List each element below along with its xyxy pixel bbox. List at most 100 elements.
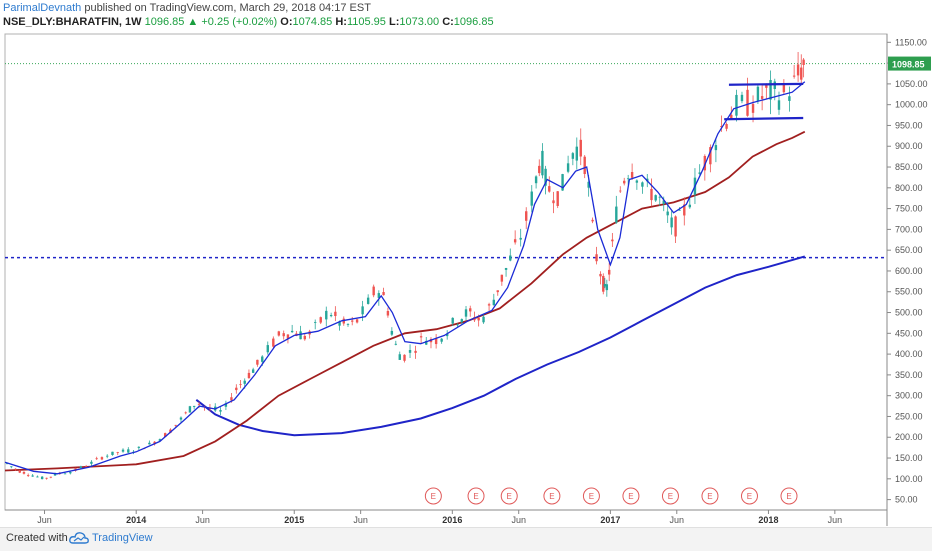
price-tick-label: 150.00 bbox=[895, 453, 923, 463]
price-change: +0.25 (+0.02%) bbox=[201, 16, 278, 28]
symbol-name[interactable]: NSE_DLY:BHARATFIN, 1W bbox=[3, 16, 142, 28]
candle-body bbox=[619, 190, 622, 192]
candle-body bbox=[611, 239, 614, 242]
candle-body bbox=[556, 191, 559, 206]
candle-body bbox=[595, 254, 598, 262]
price-tick-label: 900.00 bbox=[895, 141, 923, 151]
candle-body bbox=[796, 64, 800, 76]
candle-body bbox=[425, 340, 428, 345]
price-tick-label: 1150.00 bbox=[895, 37, 927, 47]
candle-body bbox=[45, 477, 48, 479]
candle-body bbox=[566, 163, 570, 172]
ma-long-line bbox=[195, 255, 806, 437]
candle-body bbox=[121, 449, 125, 452]
earnings-marker[interactable] bbox=[467, 487, 485, 505]
earnings-marker[interactable] bbox=[622, 487, 640, 505]
candle-body bbox=[605, 284, 609, 291]
price-tick-label: 250.00 bbox=[895, 411, 923, 421]
time-tick-label: Jun bbox=[195, 515, 210, 525]
candle-body bbox=[197, 403, 201, 405]
candle-body bbox=[709, 147, 712, 165]
candle-body bbox=[541, 150, 544, 176]
candle-body bbox=[329, 315, 333, 317]
channel-line[interactable] bbox=[728, 82, 804, 86]
candle-body bbox=[500, 274, 504, 282]
close-value: 1096.85 bbox=[453, 16, 494, 28]
candle-body bbox=[496, 290, 499, 293]
candle-body bbox=[683, 204, 686, 216]
price-chart[interactable]: 50.00 100.00 150.00 200.00 250.00 300.00 350.0… bbox=[0, 0, 932, 527]
candle-body bbox=[777, 100, 781, 110]
price-tick-label: 300.00 bbox=[895, 391, 923, 401]
candle-body bbox=[174, 424, 177, 426]
candle-body bbox=[440, 338, 443, 342]
channel-line[interactable] bbox=[724, 116, 804, 121]
time-tick-label: Jun bbox=[353, 515, 368, 525]
candle-body bbox=[22, 472, 26, 474]
candle-body bbox=[377, 293, 381, 298]
candle-body bbox=[587, 181, 590, 188]
candle-body bbox=[403, 354, 406, 361]
earnings-marker[interactable] bbox=[740, 487, 758, 505]
earnings-marker[interactable] bbox=[661, 487, 679, 505]
candle-body bbox=[725, 124, 728, 129]
close-label: C: bbox=[442, 16, 454, 28]
candle-body bbox=[666, 211, 669, 216]
candle-body bbox=[460, 319, 464, 323]
candle-body bbox=[469, 308, 472, 312]
candle-body bbox=[386, 311, 390, 316]
candle-body bbox=[698, 172, 701, 174]
plot-area[interactable] bbox=[4, 33, 888, 511]
candle-body bbox=[765, 84, 768, 88]
tradingview-link[interactable]: TradingView bbox=[92, 532, 153, 544]
candle-body bbox=[31, 475, 34, 477]
candle-body bbox=[434, 338, 438, 345]
candle-body bbox=[286, 334, 290, 339]
candle-body bbox=[100, 457, 104, 460]
earnings-marker[interactable] bbox=[780, 487, 798, 505]
candle-body bbox=[746, 89, 749, 116]
earnings-marker-label: E bbox=[473, 492, 478, 501]
candle-body bbox=[261, 356, 264, 362]
candle-body bbox=[530, 191, 533, 206]
earnings-marker[interactable] bbox=[500, 487, 518, 505]
candle-body bbox=[334, 311, 337, 317]
open-label: O: bbox=[280, 16, 293, 28]
candle-body bbox=[654, 195, 657, 201]
earnings-marker[interactable] bbox=[543, 487, 561, 505]
candle-body bbox=[14, 468, 17, 470]
price-tick-label: 500.00 bbox=[895, 308, 923, 318]
candle-body bbox=[641, 182, 644, 187]
candle-body bbox=[477, 317, 480, 321]
earnings-marker-label: E bbox=[431, 492, 436, 501]
price-tick-label: 750.00 bbox=[895, 204, 923, 214]
earnings-marker[interactable] bbox=[701, 487, 719, 505]
candle-body bbox=[552, 200, 555, 204]
candle-body bbox=[346, 324, 350, 325]
candle-body bbox=[282, 333, 285, 337]
candle-body bbox=[414, 350, 417, 353]
earnings-marker-label: E bbox=[549, 492, 554, 501]
candle-body bbox=[419, 336, 423, 338]
open-value: 1074.85 bbox=[292, 16, 333, 28]
candle-body bbox=[464, 309, 468, 317]
candle-body bbox=[408, 350, 412, 353]
earnings-marker[interactable] bbox=[424, 487, 442, 505]
candle-body bbox=[688, 204, 692, 208]
low-value: 1073.00 bbox=[399, 16, 440, 28]
price-tick-label: 1000.00 bbox=[895, 100, 928, 110]
candle-body bbox=[788, 96, 791, 101]
candle-body bbox=[390, 330, 394, 335]
author-link[interactable]: ParimalDevnath bbox=[3, 2, 82, 14]
earnings-marker[interactable] bbox=[582, 487, 600, 505]
candle-body bbox=[720, 126, 723, 128]
candle-body bbox=[188, 406, 192, 413]
candle-body bbox=[583, 156, 586, 175]
earnings-marker-label: E bbox=[786, 492, 791, 501]
candle-body bbox=[84, 466, 88, 468]
candle-body bbox=[36, 476, 39, 478]
time-tick-label: 2017 bbox=[600, 515, 620, 525]
candle-body bbox=[69, 472, 72, 474]
candle-body bbox=[169, 429, 172, 433]
candle-body bbox=[626, 178, 630, 180]
